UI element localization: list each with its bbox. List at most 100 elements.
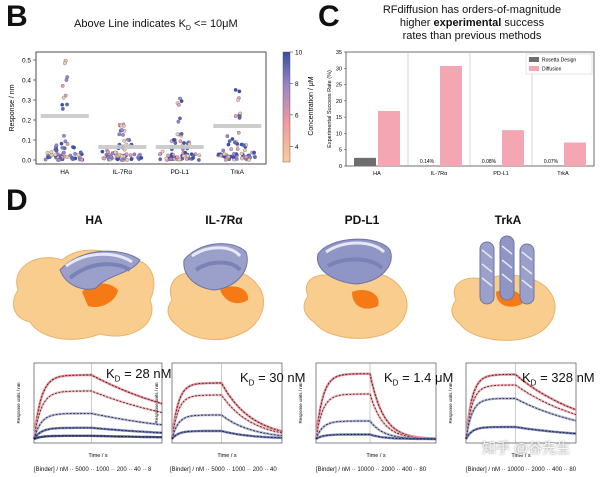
kd-ha-value: = 28 nM	[120, 366, 172, 381]
panel-b-point	[78, 150, 83, 155]
panel-b-point	[126, 137, 130, 142]
panel-b-point	[60, 102, 65, 107]
panel-b-point	[244, 155, 249, 159]
panel-c-xtick-label: HA	[373, 171, 381, 177]
bli-xlabel: Time / s	[88, 453, 108, 459]
watermark: 知乎 @谷先生	[482, 440, 571, 456]
panel-b-point	[177, 157, 182, 162]
panel-b-point	[68, 153, 73, 158]
panel-c-xtick-label: IL-7Rα	[431, 171, 448, 177]
panel-b-point	[179, 132, 184, 136]
panel-c-ytick-label: 15	[336, 115, 342, 121]
panel-b-point	[232, 152, 236, 156]
panel-c-title-line3: rates than previous methods	[402, 30, 542, 42]
panel-b-colorbar-ticks: 10 8 6 4	[290, 50, 303, 151]
panel-b-colorbar-tick-label: 8	[295, 81, 299, 88]
panel-c-title-line1: RFdiffusion has orders-of-magnitude	[382, 4, 562, 16]
protein-label-il7ra: IL-7Rα	[205, 213, 243, 227]
structure-pdl1	[303, 238, 408, 339]
panel-c-legend-rosetta-swatch	[529, 57, 539, 62]
panel-b-colorbar-tick-label: 10	[295, 50, 303, 57]
panel-b-point	[61, 107, 65, 111]
panel-b-point	[197, 153, 202, 158]
panel-b-point	[197, 158, 201, 162]
panel-b-threshold-line	[40, 114, 89, 118]
kd-il7ra-sub: D	[248, 378, 255, 388]
panel-b-point	[100, 149, 105, 154]
panel-b-point	[247, 158, 251, 162]
kd-label-pdl1: KD = 1.4 μM	[384, 370, 453, 388]
panel-c-title-line2: higher experimental success	[352, 17, 592, 30]
structure-trka	[451, 235, 556, 341]
panel-b-point	[125, 158, 129, 162]
panel-c-y-ticks: 35 30 25 20 15 10 5 0	[336, 50, 346, 170]
panel-b-title: Above Line indicates KD <= 10μM	[74, 18, 238, 32]
bli-trace	[170, 381, 283, 440]
panel-b-point	[57, 158, 61, 162]
bli-fit	[465, 426, 577, 440]
kd-trka-value: = 328 nM	[536, 370, 595, 385]
panel-c-legend: Rosetta Design Diffusion	[525, 53, 593, 75]
protein-label-trka: TrkA	[494, 213, 522, 227]
panel-b-point	[117, 132, 122, 137]
panel-b-point	[184, 157, 189, 161]
panel-b-point	[124, 152, 129, 157]
panel-c-ytick-label: 25	[336, 83, 342, 89]
panel-b-point	[221, 148, 226, 153]
panel-b-point	[229, 147, 234, 151]
bli-fit	[171, 394, 283, 440]
panel-b-point	[178, 116, 182, 121]
panel-b-point	[122, 138, 127, 143]
bli-ylabel: Response units / nm	[154, 382, 159, 423]
panel-b-point	[102, 156, 107, 161]
panel-c-ytick-label: 10	[336, 131, 342, 137]
panel-b-threshold-line	[213, 124, 262, 128]
panel-b-point	[233, 114, 238, 118]
protein-label-pdl1: PD-L1	[344, 213, 380, 227]
kd-pdl1-sub: D	[392, 378, 399, 388]
panel-b-point	[223, 157, 228, 162]
panel-b-point	[60, 83, 65, 88]
panel-b-point	[62, 61, 67, 66]
panel-b-xtick-label: IL-7Rα	[112, 169, 132, 176]
panel-b-point	[183, 150, 188, 155]
panel-b-point	[158, 157, 163, 162]
panel-b-point	[160, 149, 165, 154]
panel-c-letter: C	[318, 0, 340, 33]
panel-b-point	[65, 102, 69, 107]
panel-b-point	[121, 133, 125, 137]
panel-c-bar-label: 0.14%	[420, 159, 435, 165]
panel-c-legend-diffusion: Diffusion	[542, 67, 562, 73]
bli-fit	[171, 430, 283, 440]
panel-c-bars: 0.14% 0.08% 0.07%	[354, 66, 586, 166]
bli-fit	[33, 390, 163, 440]
panel-b-point	[173, 141, 178, 145]
bli-plot-frame	[465, 362, 577, 444]
panel-b-point	[166, 153, 170, 158]
panel-b-title-suffix: <= 10μM	[190, 18, 238, 30]
panel-b-points	[43, 58, 257, 162]
panel-b-x-ticks: HA IL-7Rα PD-L1 TrkA	[60, 169, 244, 176]
panel-b-point	[43, 157, 48, 162]
panel-b-point	[239, 151, 244, 156]
panel-b-point	[230, 137, 235, 141]
panel-b-point	[115, 157, 120, 162]
panel-b-xtick-label: TrkA	[231, 169, 245, 176]
panel-c-title-line2-post: success	[501, 17, 545, 29]
bli-plot-frame	[315, 362, 437, 444]
kd-trka-sub: D	[530, 378, 537, 388]
panel-b-point	[172, 137, 177, 142]
bli-xlabel: Time / s	[511, 453, 531, 459]
panel-b-point	[237, 89, 242, 94]
panel-b-point	[164, 156, 169, 161]
bli-fit	[33, 413, 163, 440]
bli-curves: Response units / nm Time / s Response unit…	[16, 362, 577, 459]
panel-b-point	[106, 150, 110, 154]
panel-b-point	[113, 150, 118, 155]
panel-c-ylabel: Experimental Success Rate (%)	[327, 70, 333, 148]
panel-b-point	[62, 146, 67, 151]
bli-ylabel: Response units / nm	[298, 382, 303, 423]
panel-c-bar-label: 0.07%	[544, 159, 559, 165]
panel-c-bar-diffusion	[440, 66, 462, 166]
bli-fit	[33, 435, 162, 440]
